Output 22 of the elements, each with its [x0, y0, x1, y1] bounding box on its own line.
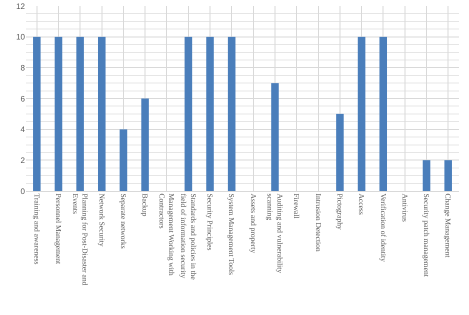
bar: [444, 160, 452, 191]
y-tick-label: 12: [16, 2, 26, 11]
bar: [98, 36, 106, 191]
bar: [422, 160, 430, 191]
y-tick-label: 10: [16, 32, 26, 42]
bar: [33, 36, 41, 191]
y-tick-label: 0: [20, 186, 26, 196]
bar: [271, 83, 279, 191]
bar: [184, 36, 192, 191]
y-tick-label: 2: [20, 156, 26, 165]
bar: [379, 36, 388, 191]
bar: [54, 36, 62, 191]
bar: [76, 36, 84, 191]
bar: [141, 98, 149, 191]
y-tick-label: 8: [20, 63, 26, 72]
bar: [120, 129, 128, 191]
bar: [228, 36, 236, 191]
bar: [358, 36, 366, 191]
bar: [336, 114, 344, 191]
y-tick-label: 6: [20, 94, 26, 104]
bar: [206, 36, 214, 191]
y-tick-label: 4: [20, 125, 26, 134]
